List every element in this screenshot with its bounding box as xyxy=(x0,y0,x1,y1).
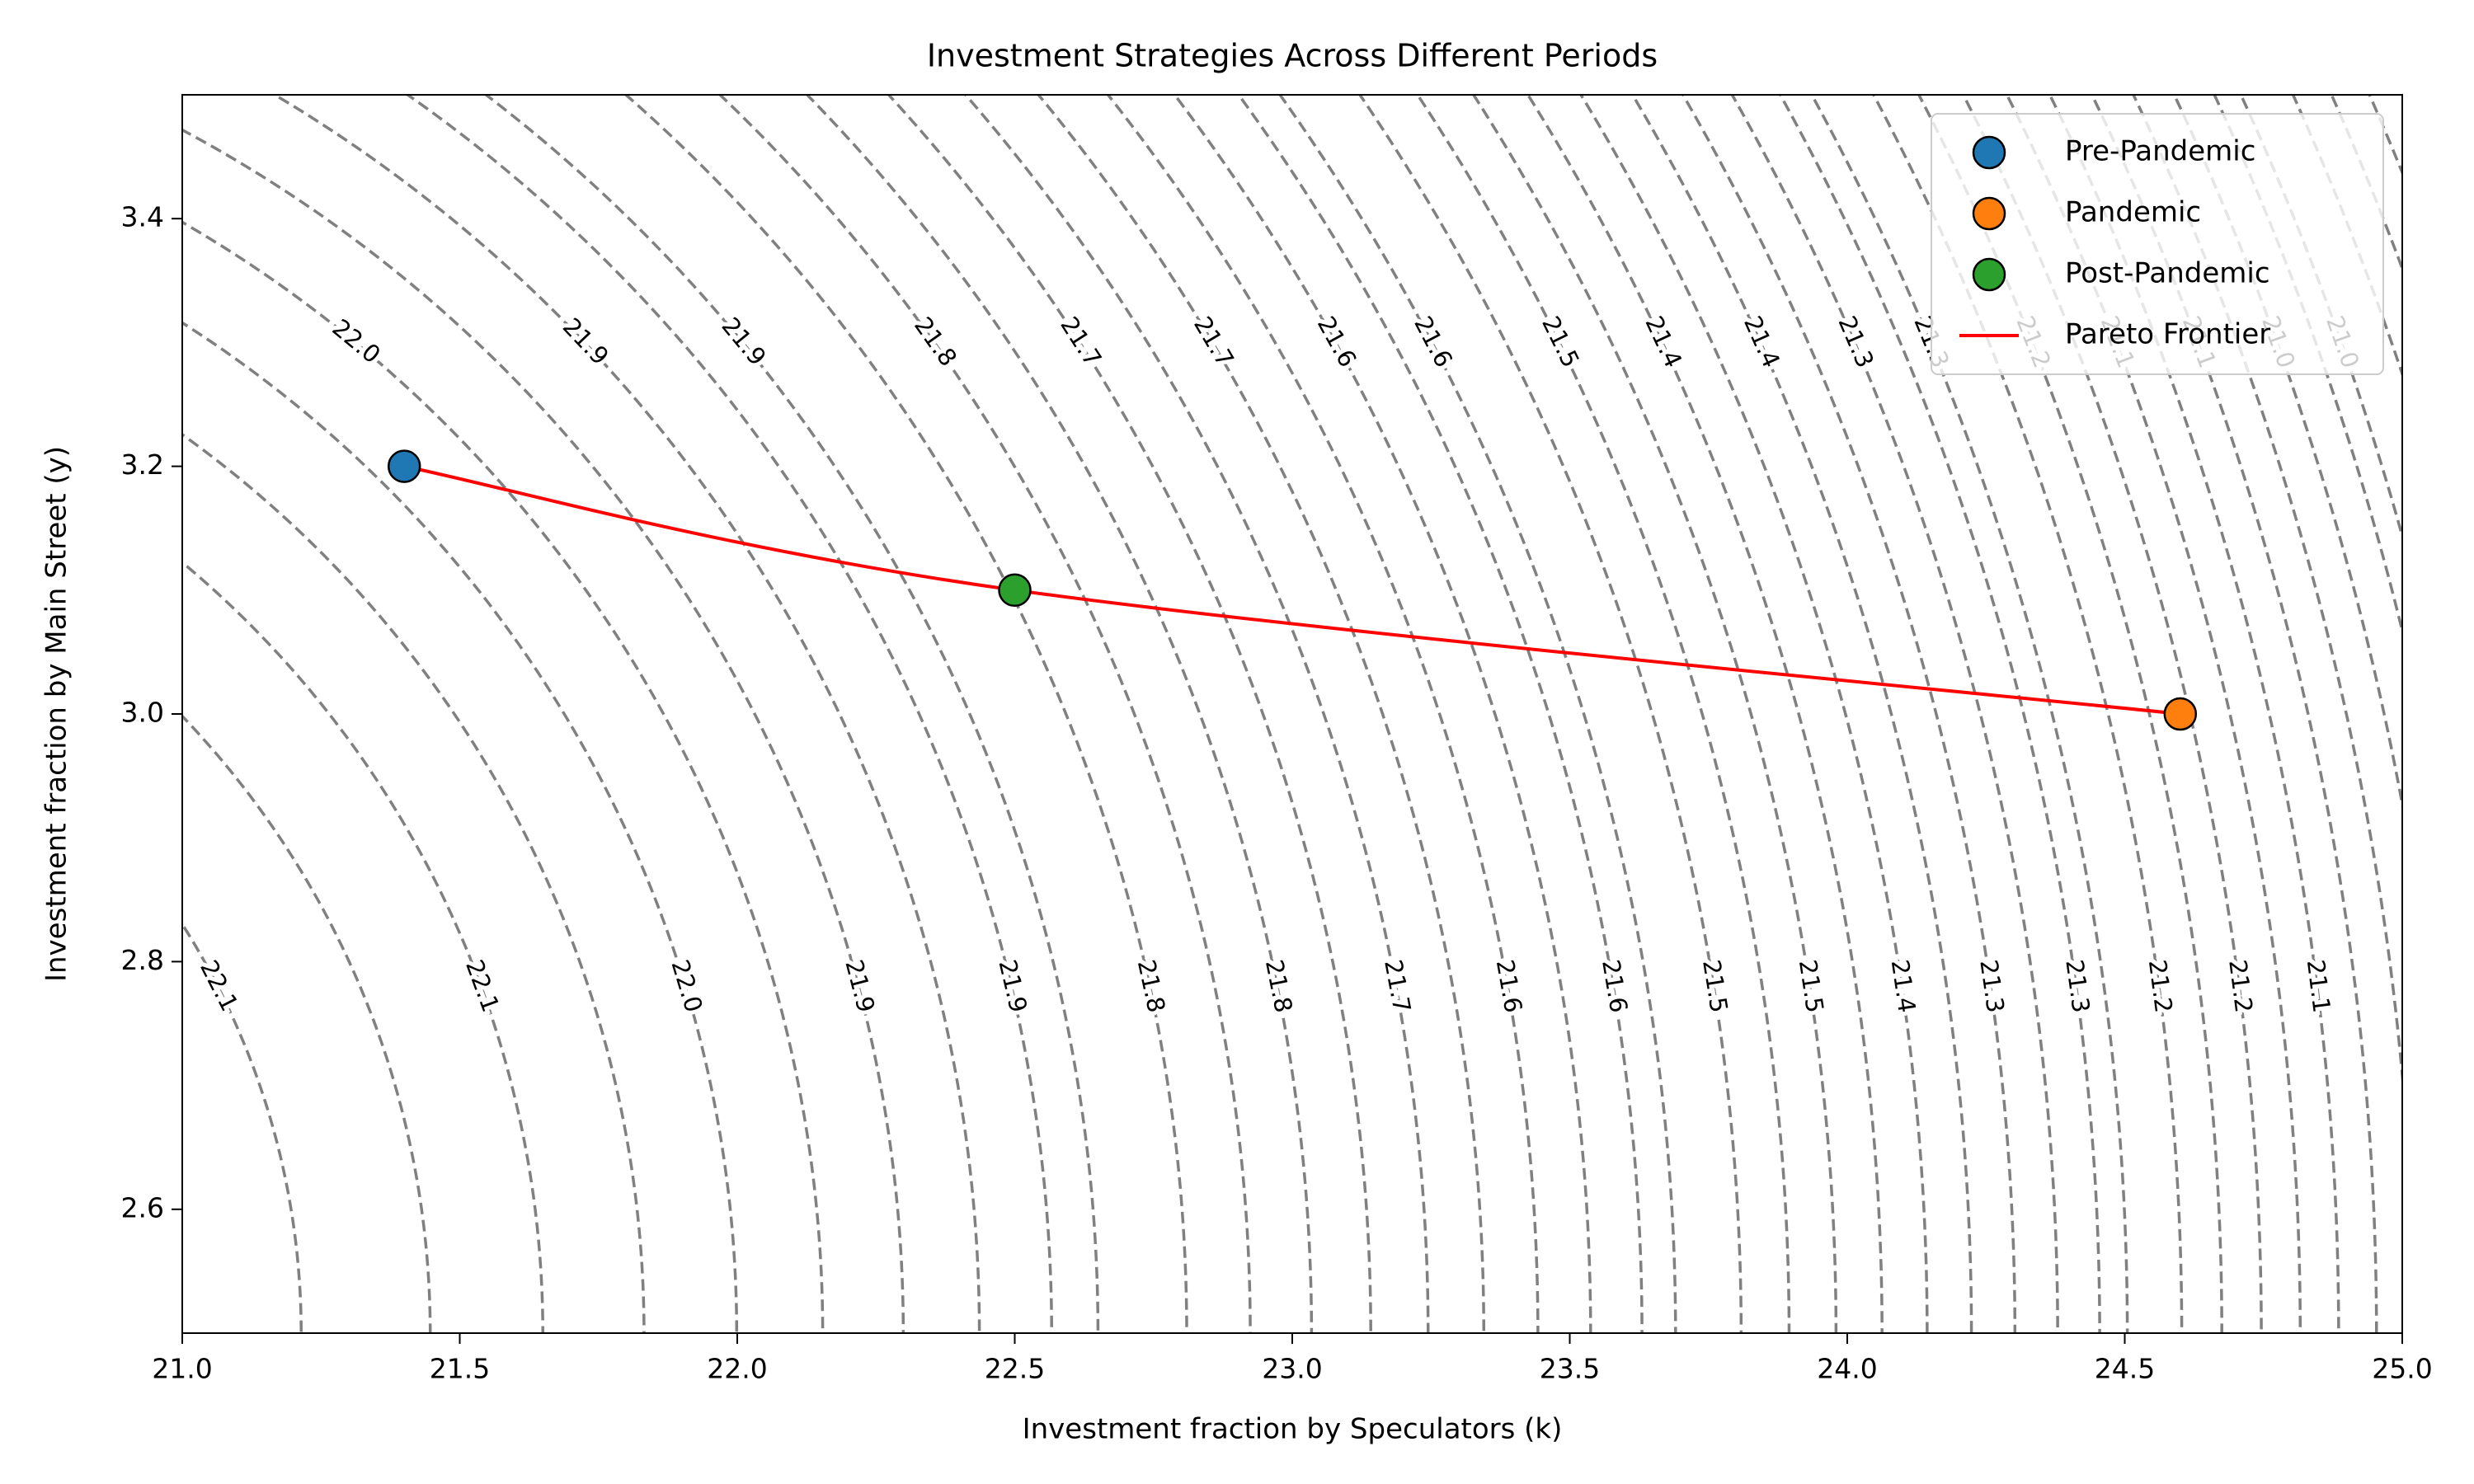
scatter-point xyxy=(387,449,421,483)
legend-marker xyxy=(1972,257,2006,292)
legend-label: Pareto Frontier xyxy=(2065,318,2270,351)
scatter-point xyxy=(998,573,1032,608)
x-tick-label: 24.0 xyxy=(1817,1353,1877,1385)
legend-label: Pandemic xyxy=(2065,196,2201,229)
legend-marker xyxy=(1972,135,2006,170)
legend: Pre-Pandemic Pandemic Post-Pandemic Pareto … xyxy=(1931,113,2384,375)
legend-label: Post-Pandemic xyxy=(2065,257,2270,290)
y-tick-label: 3.0 xyxy=(121,697,164,729)
y-tick-label: 2.6 xyxy=(121,1191,164,1223)
x-tick-label: 21.5 xyxy=(430,1353,490,1385)
legend-marker xyxy=(1972,196,2006,231)
y-tick-label: 2.8 xyxy=(121,944,164,976)
x-tick-label: 25.0 xyxy=(2372,1353,2432,1385)
y-axis-label: Investment fraction by Main Street (y) xyxy=(40,446,73,982)
pareto-line xyxy=(403,464,2181,716)
x-tick-label: 21.0 xyxy=(152,1353,212,1385)
legend-box xyxy=(1931,113,2384,375)
x-tick-label: 22.5 xyxy=(985,1353,1045,1385)
scatter-point xyxy=(2163,697,2198,731)
y-tick-label: 3.2 xyxy=(121,448,164,481)
x-tick-label: 22.0 xyxy=(707,1353,767,1385)
x-tick-label: 23.0 xyxy=(1262,1353,1322,1385)
axis-layer: 21.0 21.5 22.0 22.5 23.0 23.5 24.0 24.5 25.0 2.6 2… xyxy=(121,201,2433,1385)
y-tick-label: 3.4 xyxy=(121,201,164,233)
x-axis-label: Investment fraction by Speculators (k) xyxy=(1023,1413,1563,1446)
chart-title: Investment Strategies Across Different P… xyxy=(927,38,1658,74)
data-layer xyxy=(387,449,2198,731)
x-tick-label: 24.5 xyxy=(2095,1353,2155,1385)
x-tick-label: 23.5 xyxy=(1540,1353,1600,1385)
legend-label: Pre-Pandemic xyxy=(2065,135,2255,168)
